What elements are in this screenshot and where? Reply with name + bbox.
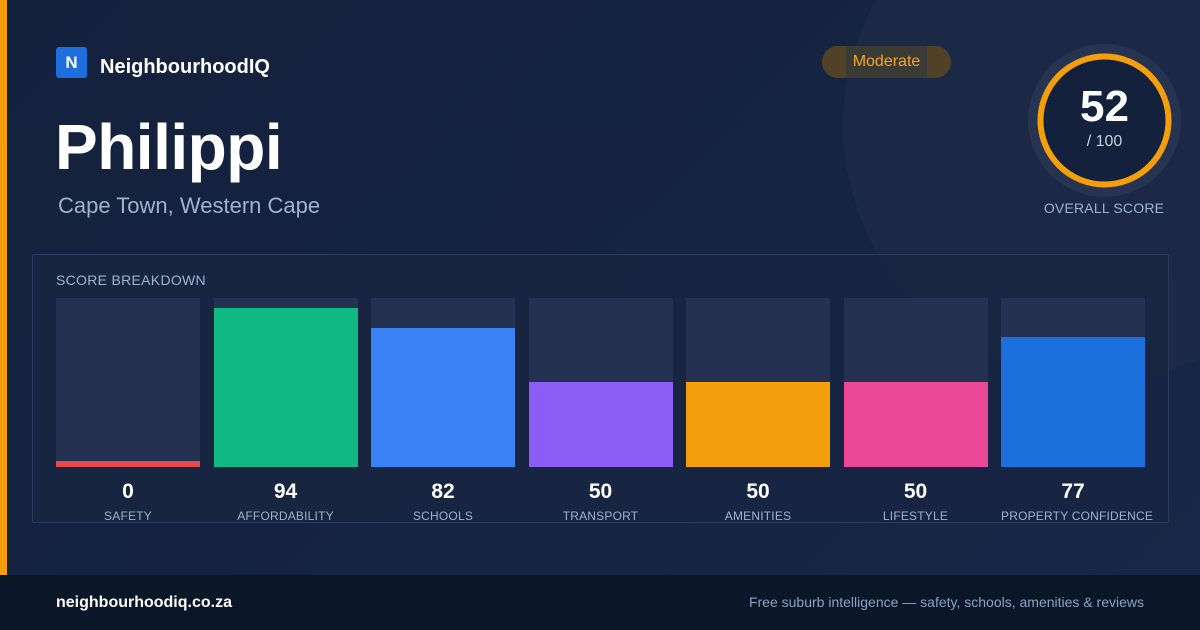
footer: neighbourhoodiq.co.za Free suburb intell… <box>0 575 1200 630</box>
suburb-title: Philippi <box>55 111 283 183</box>
bar-track <box>843 298 988 467</box>
score-bar-safety: 0 SAFETY <box>56 298 200 523</box>
bar-label: SCHOOLS <box>412 509 474 523</box>
footer-url-link[interactable]: neighbourhoodiq.co.za <box>56 594 232 611</box>
bar-track <box>686 298 830 467</box>
score-breakdown-panel: SCORE BREAKDOWN 0 SAFETY 94 AFFORDABILITY 82… <box>32 254 1169 523</box>
score-bar-lifestyle: 50 LIFESTYLE <box>843 298 988 523</box>
brand-name: NeighbourhoodIQ <box>100 56 270 78</box>
bar-track <box>1001 298 1145 467</box>
bar-fill <box>686 382 830 467</box>
bar-fill <box>371 328 515 467</box>
score-ring-graphic <box>1028 44 1181 197</box>
accent-bar <box>0 0 7 575</box>
bar-fill <box>843 382 988 467</box>
bar-track <box>371 298 515 467</box>
bar-label: LIFESTYLE <box>882 509 949 523</box>
overall-score-ring: 52 / 100 <box>1028 44 1181 197</box>
overall-score-max: / 100 <box>1086 133 1123 150</box>
score-bar-transport: 50 TRANSPORT <box>528 298 673 523</box>
bar-label: PROPERTY CONFIDENCE <box>1001 509 1154 523</box>
bar-fill <box>56 461 200 467</box>
score-bar-amenities: 50 AMENITIES <box>686 298 830 523</box>
bar-label: SAFETY <box>104 509 152 523</box>
bar-value: 50 <box>903 480 928 503</box>
bar-track <box>56 298 200 467</box>
bar-track <box>528 298 673 467</box>
bar-fill <box>528 382 673 467</box>
bar-label: AMENITIES <box>724 509 792 523</box>
bar-label: TRANSPORT <box>562 509 639 523</box>
bar-fill <box>1001 337 1145 467</box>
share-card: N NeighbourhoodIQ Moderate Philippi Cape… <box>0 0 1200 575</box>
bar-label: AFFORDABILITY <box>237 509 334 523</box>
score-bar-property-confidence: 77 PROPERTY CONFIDENCE <box>1001 298 1154 523</box>
footer-tagline: Free suburb intelligence — safety, schoo… <box>748 594 1144 610</box>
overall-score-caption: OVERALL SCORE <box>1043 200 1165 216</box>
bar-fill <box>213 308 358 467</box>
bar-value: 82 <box>431 480 455 503</box>
score-bar-affordability: 94 AFFORDABILITY <box>213 298 358 523</box>
bar-value: 0 <box>122 480 134 503</box>
bar-value: 50 <box>746 480 770 503</box>
rating-badge-label: Moderate <box>852 53 921 70</box>
bar-track <box>213 298 358 467</box>
bar-value: 94 <box>273 480 298 503</box>
score-bar-schools: 82 SCHOOLS <box>371 298 515 523</box>
brand-logo-icon: N <box>56 47 87 78</box>
suburb-location: Cape Town, Western Cape <box>58 193 321 218</box>
brand[interactable]: N NeighbourhoodIQ <box>56 46 270 79</box>
bar-value: 50 <box>588 480 613 503</box>
breakdown-title: SCORE BREAKDOWN <box>56 272 206 288</box>
rating-badge: Moderate <box>822 46 951 78</box>
bar-value: 77 <box>1061 480 1085 503</box>
overall-score-value: 52 <box>1080 82 1129 131</box>
